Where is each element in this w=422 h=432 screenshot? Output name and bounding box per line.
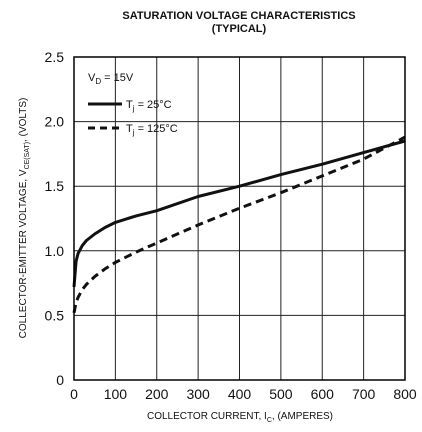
series-layer bbox=[72, 135, 406, 314]
y-tick-label: 0 bbox=[56, 372, 64, 388]
legend-entry-2: Tj = 125°C bbox=[126, 123, 178, 137]
x-tick-label: 300 bbox=[186, 386, 210, 402]
plot-frame bbox=[73, 56, 406, 381]
legend-condition: VD = 15V bbox=[88, 72, 134, 86]
y-tick-labels: 0 0.5 1.0 1.5 2.0 2.5 bbox=[45, 49, 65, 388]
x-tick-label: 500 bbox=[269, 386, 293, 402]
y-tick-label: 2.0 bbox=[45, 114, 65, 130]
legend: VD = 15V Tj = 25°C Tj = 125°C bbox=[88, 72, 178, 137]
x-tick-labels: 0 100 200 300 400 500 600 700 800 bbox=[70, 386, 417, 402]
x-tick-label: 600 bbox=[311, 386, 335, 402]
legend-entry-1: Tj = 25°C bbox=[126, 99, 172, 113]
x-tick-label: 0 bbox=[70, 386, 78, 402]
x-axis-label: COLLECTOR CURRENT, IC, (AMPERES) bbox=[147, 411, 333, 424]
x-tick-label: 400 bbox=[228, 386, 252, 402]
x-tick-label: 800 bbox=[393, 386, 417, 402]
x-tick-label: 200 bbox=[145, 386, 169, 402]
series-line-2 bbox=[72, 135, 406, 314]
chart-title-line2: (TYPICAL) bbox=[212, 23, 267, 35]
y-tick-label: 1.0 bbox=[45, 243, 65, 259]
chart-title-line1: SATURATION VOLTAGE CHARACTERISTICS bbox=[122, 10, 355, 22]
x-tick-label: 700 bbox=[352, 386, 376, 402]
series-line-1 bbox=[72, 139, 406, 288]
y-axis-label: COLLECTOR-EMITTER VOLTAGE, VCE(SAT), (VO… bbox=[18, 98, 31, 339]
y-tick-label: 1.5 bbox=[45, 178, 65, 194]
y-tick-label: 2.5 bbox=[45, 49, 65, 65]
y-tick-label: 0.5 bbox=[45, 307, 65, 323]
x-tick-label: 100 bbox=[104, 386, 128, 402]
